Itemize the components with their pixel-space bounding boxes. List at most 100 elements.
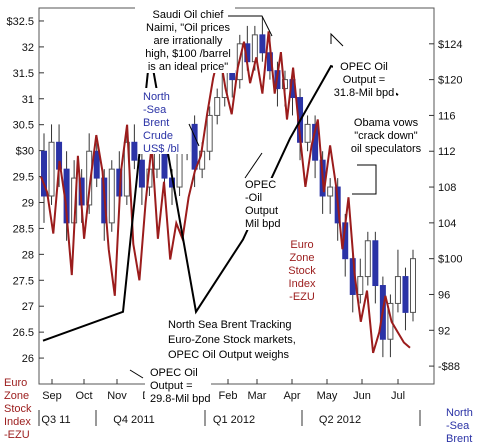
north-sea-pointer <box>188 123 200 147</box>
opec-mid-bg <box>243 178 287 230</box>
candle-body <box>402 276 409 313</box>
right-axis-label: North -Sea Brent <box>446 407 473 445</box>
candle-body <box>86 150 93 206</box>
x-quarter-label: Q1 2012 <box>213 414 255 426</box>
brent-candles <box>41 16 416 358</box>
opec-mid-annotation: Mil bpd <box>245 218 280 230</box>
chart-title: North Sea Brent Tracking <box>168 319 292 331</box>
opec-bottom-pointer <box>129 369 144 379</box>
right-tick-label: 108 <box>438 182 456 194</box>
candle-body <box>206 114 213 152</box>
opec-bottom-annotation: 29.8-Mil bpd <box>150 393 211 405</box>
left-tick-label: $30 <box>16 146 34 158</box>
ezu-series-line <box>40 31 411 354</box>
left-tick-label: 28.5 <box>13 223 34 235</box>
candle-body <box>357 276 364 295</box>
x-month-label: Sep <box>42 390 62 402</box>
ezu-right-bg <box>283 236 321 302</box>
left-tick-label: 30.5 <box>13 120 34 132</box>
left-tick-label: 27 <box>22 301 34 313</box>
opec-mid-pointer <box>244 152 263 179</box>
left-tick-label: 27.5 <box>13 275 34 287</box>
x-month-label: Jun <box>353 390 371 402</box>
ezu-right-annotation: Stock <box>288 265 316 277</box>
north-sea-bg <box>138 88 190 154</box>
north-sea-annotation: US$ /bl <box>143 143 179 155</box>
left-tick-label: 26 <box>22 353 34 365</box>
left-tick-label: 32 <box>22 42 34 54</box>
right-tick-label: 112 <box>438 146 456 158</box>
chart-title: Euro-Zone Stock markets, <box>168 334 296 346</box>
left-tick-label: 28 <box>22 249 34 261</box>
north-sea-annotation: Brent <box>143 117 169 129</box>
candle-body <box>48 141 55 197</box>
candle-body <box>394 276 401 304</box>
right-axis-label-line: -Sea <box>446 420 470 432</box>
left-axis-label: Euro Zone Stock Index -EZU <box>4 377 32 441</box>
saudi-pointer <box>228 15 273 37</box>
title-bg <box>163 316 315 360</box>
x-month-label: May <box>317 390 338 402</box>
left-tick-label: 31.5 <box>13 68 34 80</box>
candle-body <box>327 186 334 197</box>
candle-body <box>176 150 183 188</box>
candle-body <box>93 150 100 179</box>
opec-top-bg <box>333 60 396 98</box>
saudi-annotation: high, $100 /barrel <box>145 48 231 60</box>
opec-mid-annotation: -Oil <box>245 192 262 204</box>
left-tick-label: $32.5 <box>6 16 34 28</box>
right-tick-label: 92 <box>438 325 450 337</box>
right-tick-label: 96 <box>438 289 450 301</box>
left-axis-label-line: -EZU <box>4 429 30 441</box>
candle-body <box>304 123 311 143</box>
right-axis-label-line: Brent <box>446 433 472 445</box>
left-axis-ticks: $32.5 32 31.5 31 30.5 $30 29.5 29 28.5 28 27.5 27 26… <box>6 16 44 365</box>
ezu-right-annotation: Index <box>289 278 316 290</box>
x-quarter-label: Q3 11 <box>41 414 70 426</box>
x-quarter-label: Q4 2011 <box>113 414 154 426</box>
candle-body <box>259 34 266 54</box>
x-month-label: Apr <box>283 390 300 402</box>
x-month-label: Mar <box>248 390 267 402</box>
left-axis-label-line: Stock <box>4 403 32 415</box>
right-tick-label: $124 <box>438 39 462 51</box>
chart-title: OPEC Oil Output weighs <box>168 349 290 361</box>
right-tick-label: $120 <box>438 75 462 87</box>
right-axis-ticks: $124 $120 116 112 108 104 $100 96 92 -$88 <box>429 39 462 373</box>
opec-bottom-bg <box>145 366 211 404</box>
north-sea-annotation: Crude <box>143 130 173 142</box>
opec-mid-annotation: OPEC <box>245 179 276 191</box>
opec-bottom-annotation: Output = <box>150 380 193 392</box>
obama-annotation: Obama vows <box>354 117 419 129</box>
annotation-pointers <box>129 15 377 379</box>
right-tick-label: 116 <box>438 110 456 122</box>
north-sea-annotation: North <box>143 91 170 103</box>
candle-body <box>138 159 145 188</box>
candle-body <box>214 97 221 116</box>
obama-annotation: oil speculators <box>351 143 422 155</box>
opec-top-annotation: Output = <box>343 74 386 86</box>
saudi-annotation: Naimi, "Oil prices <box>146 22 230 34</box>
saudi-annotation: Saudi Oil chief <box>153 9 225 21</box>
opec-top-annotation: 31.8-Mil bpd <box>334 87 395 99</box>
candle-body <box>410 258 416 313</box>
opec-top-pointer <box>330 32 344 47</box>
right-tick-label: $100 <box>438 254 462 266</box>
candle-body <box>364 240 371 278</box>
obama-pointer <box>352 164 377 195</box>
right-axis-label-line: North <box>446 407 473 419</box>
left-axis-label-line: Euro <box>4 377 27 389</box>
left-axis-label-line: Index <box>4 416 31 428</box>
obama-bg <box>345 116 427 156</box>
right-tick-label: -$88 <box>438 361 460 373</box>
left-tick-label: 29 <box>22 197 34 209</box>
left-tick-label: 26.5 <box>13 327 34 339</box>
left-tick-label: 31 <box>22 94 34 106</box>
north-sea-annotation: -Sea <box>143 104 167 116</box>
candle-body <box>191 123 198 170</box>
obama-annotation: "crack down" <box>354 130 418 142</box>
x-month-label: Feb <box>219 390 238 402</box>
candle-body <box>131 141 138 161</box>
